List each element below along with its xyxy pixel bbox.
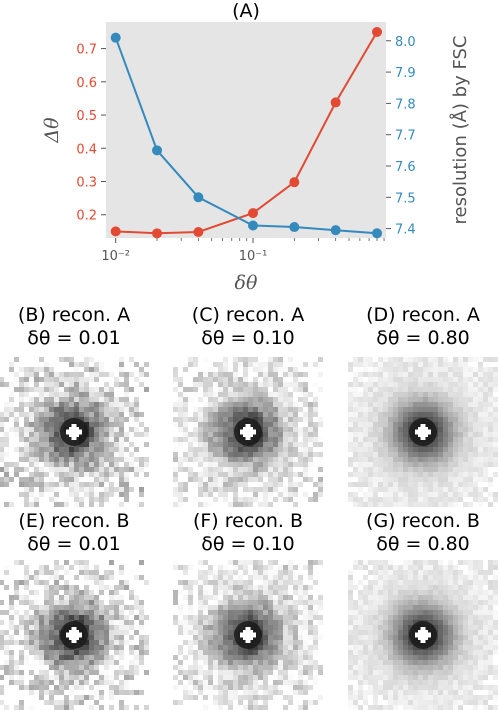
panel-title: (G) recon. B <box>366 510 480 532</box>
resolution-point <box>152 145 163 156</box>
panel-title: (E) recon. B <box>18 510 130 532</box>
panel-title: (C) recon. A <box>191 304 305 326</box>
right-y-tick-label: 7.6 <box>395 160 416 175</box>
panel-label-g: (G) recon. B δθ = 0.80 <box>333 510 498 556</box>
panel-value: δθ = 0.10 <box>201 327 295 349</box>
left-y-axis-label: Δθ <box>41 117 63 144</box>
x-tick-label: 10⁻² <box>101 249 130 264</box>
right-y-tick-label: 7.4 <box>395 223 416 238</box>
left-y-tick-label: 0.7 <box>76 43 97 58</box>
right-y-tick-label: 7.9 <box>395 66 416 81</box>
reconstruction-image-g <box>348 560 498 710</box>
panel-label-e: (E) recon. B δθ = 0.01 <box>0 510 164 556</box>
delta-theta-point <box>193 227 204 238</box>
panel-value: δθ = 0.01 <box>27 533 121 555</box>
reconstruction-image-b <box>0 357 149 507</box>
panel-title: (F) recon. B <box>192 510 304 532</box>
panel-label-b: (B) recon. A δθ = 0.01 <box>0 304 164 350</box>
panel-value: δθ = 0.80 <box>376 327 470 349</box>
reconstruction-image-e <box>0 560 149 710</box>
left-y-tick-label: 0.4 <box>76 142 97 157</box>
panel-label-d: (D) recon. A δθ = 0.80 <box>333 304 498 350</box>
right-y-tick-label: 8.0 <box>395 35 416 50</box>
panel-label-f: (F) recon. B δθ = 0.10 <box>158 510 338 556</box>
delta-theta-point <box>110 226 121 237</box>
resolution-point <box>372 228 383 239</box>
right-y-tick-label: 7.7 <box>395 129 416 144</box>
panel-label-c: (C) recon. A δθ = 0.10 <box>158 304 338 350</box>
resolution-point <box>289 222 300 233</box>
panel-value: δθ = 0.10 <box>201 533 295 555</box>
line-chart: 10⁻² 10⁻¹ 0.2 0.3 0.4 0.5 0.6 0.7 7.4 7.5 7.6 7.7 7.… <box>41 0 471 294</box>
resolution-point <box>193 192 204 203</box>
delta-theta-point <box>289 177 300 188</box>
delta-theta-point <box>330 97 341 108</box>
resolution-point <box>248 220 259 231</box>
left-y-tick-label: 0.2 <box>76 209 97 224</box>
panel-title: (B) recon. A <box>17 304 131 326</box>
panel-value: δθ = 0.80 <box>376 533 470 555</box>
left-y-tick-label: 0.3 <box>76 176 97 191</box>
right-y-tick-label: 7.8 <box>395 97 416 112</box>
panel-title: (D) recon. A <box>366 304 480 326</box>
delta-theta-point <box>372 26 383 37</box>
resolution-point <box>110 32 121 43</box>
delta-theta-point <box>152 228 163 239</box>
x-tick-label: 10⁻¹ <box>239 249 268 264</box>
panel-value: δθ = 0.01 <box>27 327 121 349</box>
left-y-tick-label: 0.5 <box>76 109 97 124</box>
reconstruction-image-f <box>173 560 323 710</box>
chart-title: (A) <box>232 0 260 22</box>
left-y-tick-label: 0.6 <box>76 76 97 91</box>
delta-theta-point <box>248 208 259 219</box>
x-axis-label: δθ <box>235 272 258 294</box>
right-y-axis-label: resolution (Å) by FSC <box>449 36 471 225</box>
right-y-tick-label: 7.5 <box>395 191 416 206</box>
reconstruction-image-d <box>348 357 498 507</box>
resolution-point <box>330 225 341 236</box>
reconstruction-image-c <box>173 357 323 507</box>
plot-background <box>106 22 386 238</box>
